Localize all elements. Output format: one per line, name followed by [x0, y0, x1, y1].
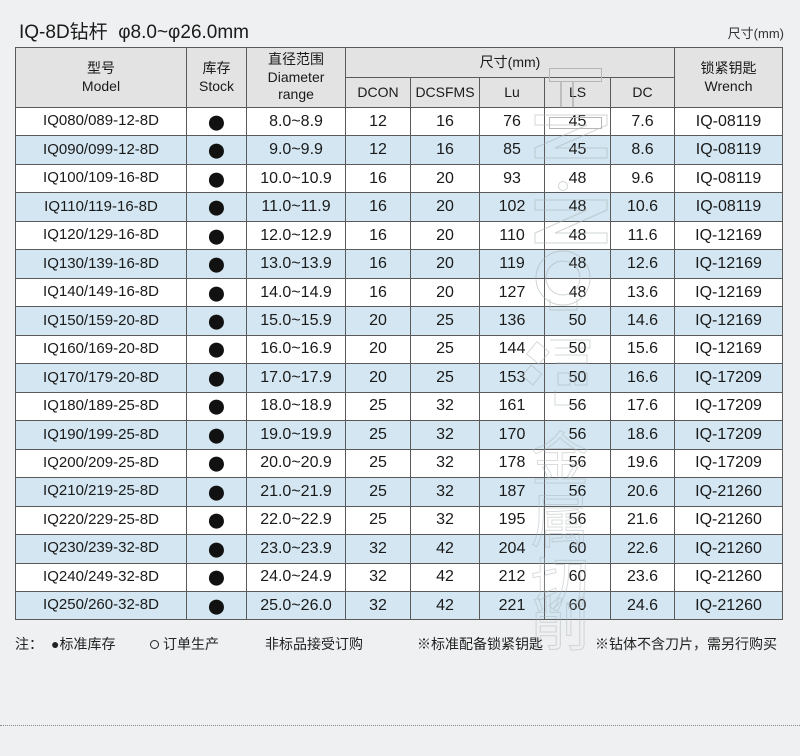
svg-text:金: 金 [531, 428, 589, 493]
svg-text:属: 属 [531, 490, 589, 555]
